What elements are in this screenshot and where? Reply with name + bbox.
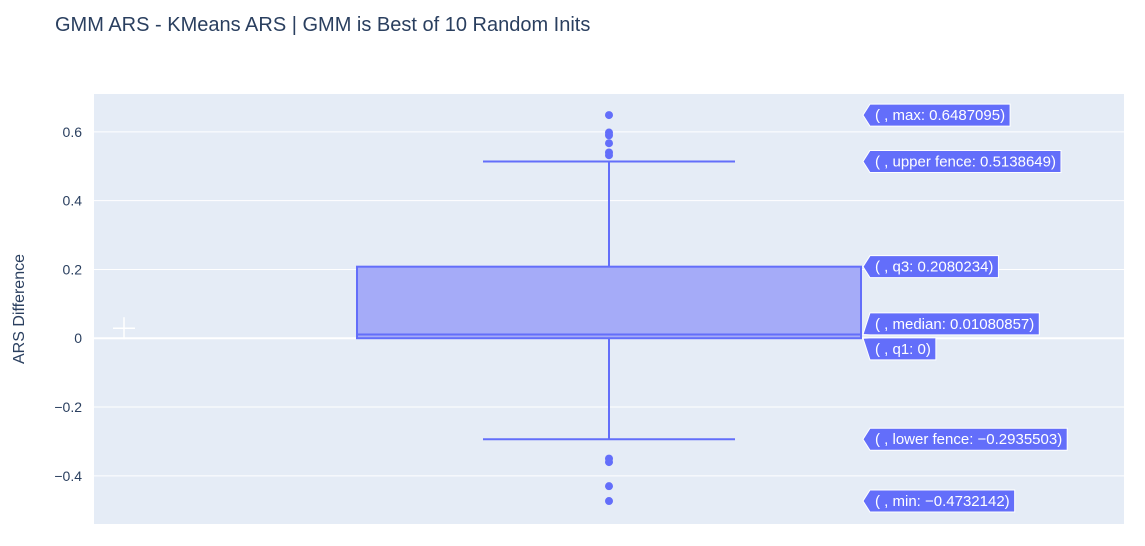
svg-text:( , min: −0.4732142): ( , min: −0.4732142) [875,493,1010,510]
outlier-point[interactable] [605,139,613,148]
y-tick-label: 0 [74,330,82,346]
hover-label-q3: ( , q3: 0.2080234) [862,255,999,279]
chart-title: GMM ARS - KMeans ARS | GMM is Best of 10… [55,14,590,36]
hover-label-min: ( , min: −0.4732142) [862,489,1016,513]
hover-label-lower-fence: ( , lower fence: −0.2935503) [862,427,1068,451]
y-tick-label: −0.2 [54,399,82,415]
outlier-point[interactable] [605,482,613,491]
box-iqr[interactable] [356,265,862,340]
y-axis-label: ARS Difference [11,254,28,364]
hover-labels: ( , max: 0.6487095) ( , upper fence: 0.51… [862,103,1068,513]
y-axis-ticks: −0.4 −0.2 0 0.2 0.4 0.6 [54,124,82,484]
outlier-point[interactable] [605,131,613,140]
hover-label-max: ( , max: 0.6487095) [862,103,1011,127]
hover-label-upper-fence: ( , upper fence: 0.5138649) [862,149,1062,173]
outlier-points[interactable] [605,111,613,506]
y-tick-label: 0.4 [63,193,83,209]
y-tick-label: 0.2 [63,261,83,277]
svg-text:( , median: 0.01080857): ( , median: 0.01080857) [875,316,1034,333]
svg-text:( , lower fence: −0.2935503): ( , lower fence: −0.2935503) [875,431,1062,448]
svg-text:( , max: 0.6487095): ( , max: 0.6487095) [875,107,1005,124]
outlier-point[interactable] [605,151,613,160]
y-tick-label: 0.6 [63,124,83,140]
svg-text:( , upper fence: 0.5138649): ( , upper fence: 0.5138649) [875,153,1056,170]
hover-label-median: ( , median: 0.01080857) [862,312,1040,336]
outlier-point[interactable] [605,497,613,506]
outlier-point[interactable] [605,458,613,467]
y-tick-label: −0.4 [54,468,82,484]
hover-label-q1: ( , q1: 0) [862,337,937,361]
svg-text:( , q3: 0.2080234): ( , q3: 0.2080234) [875,259,993,276]
svg-text:( , q1: 0): ( , q1: 0) [875,341,931,358]
crosshair-cursor-icon [113,317,135,340]
box-trace[interactable] [356,160,862,441]
outlier-point[interactable] [605,111,613,120]
